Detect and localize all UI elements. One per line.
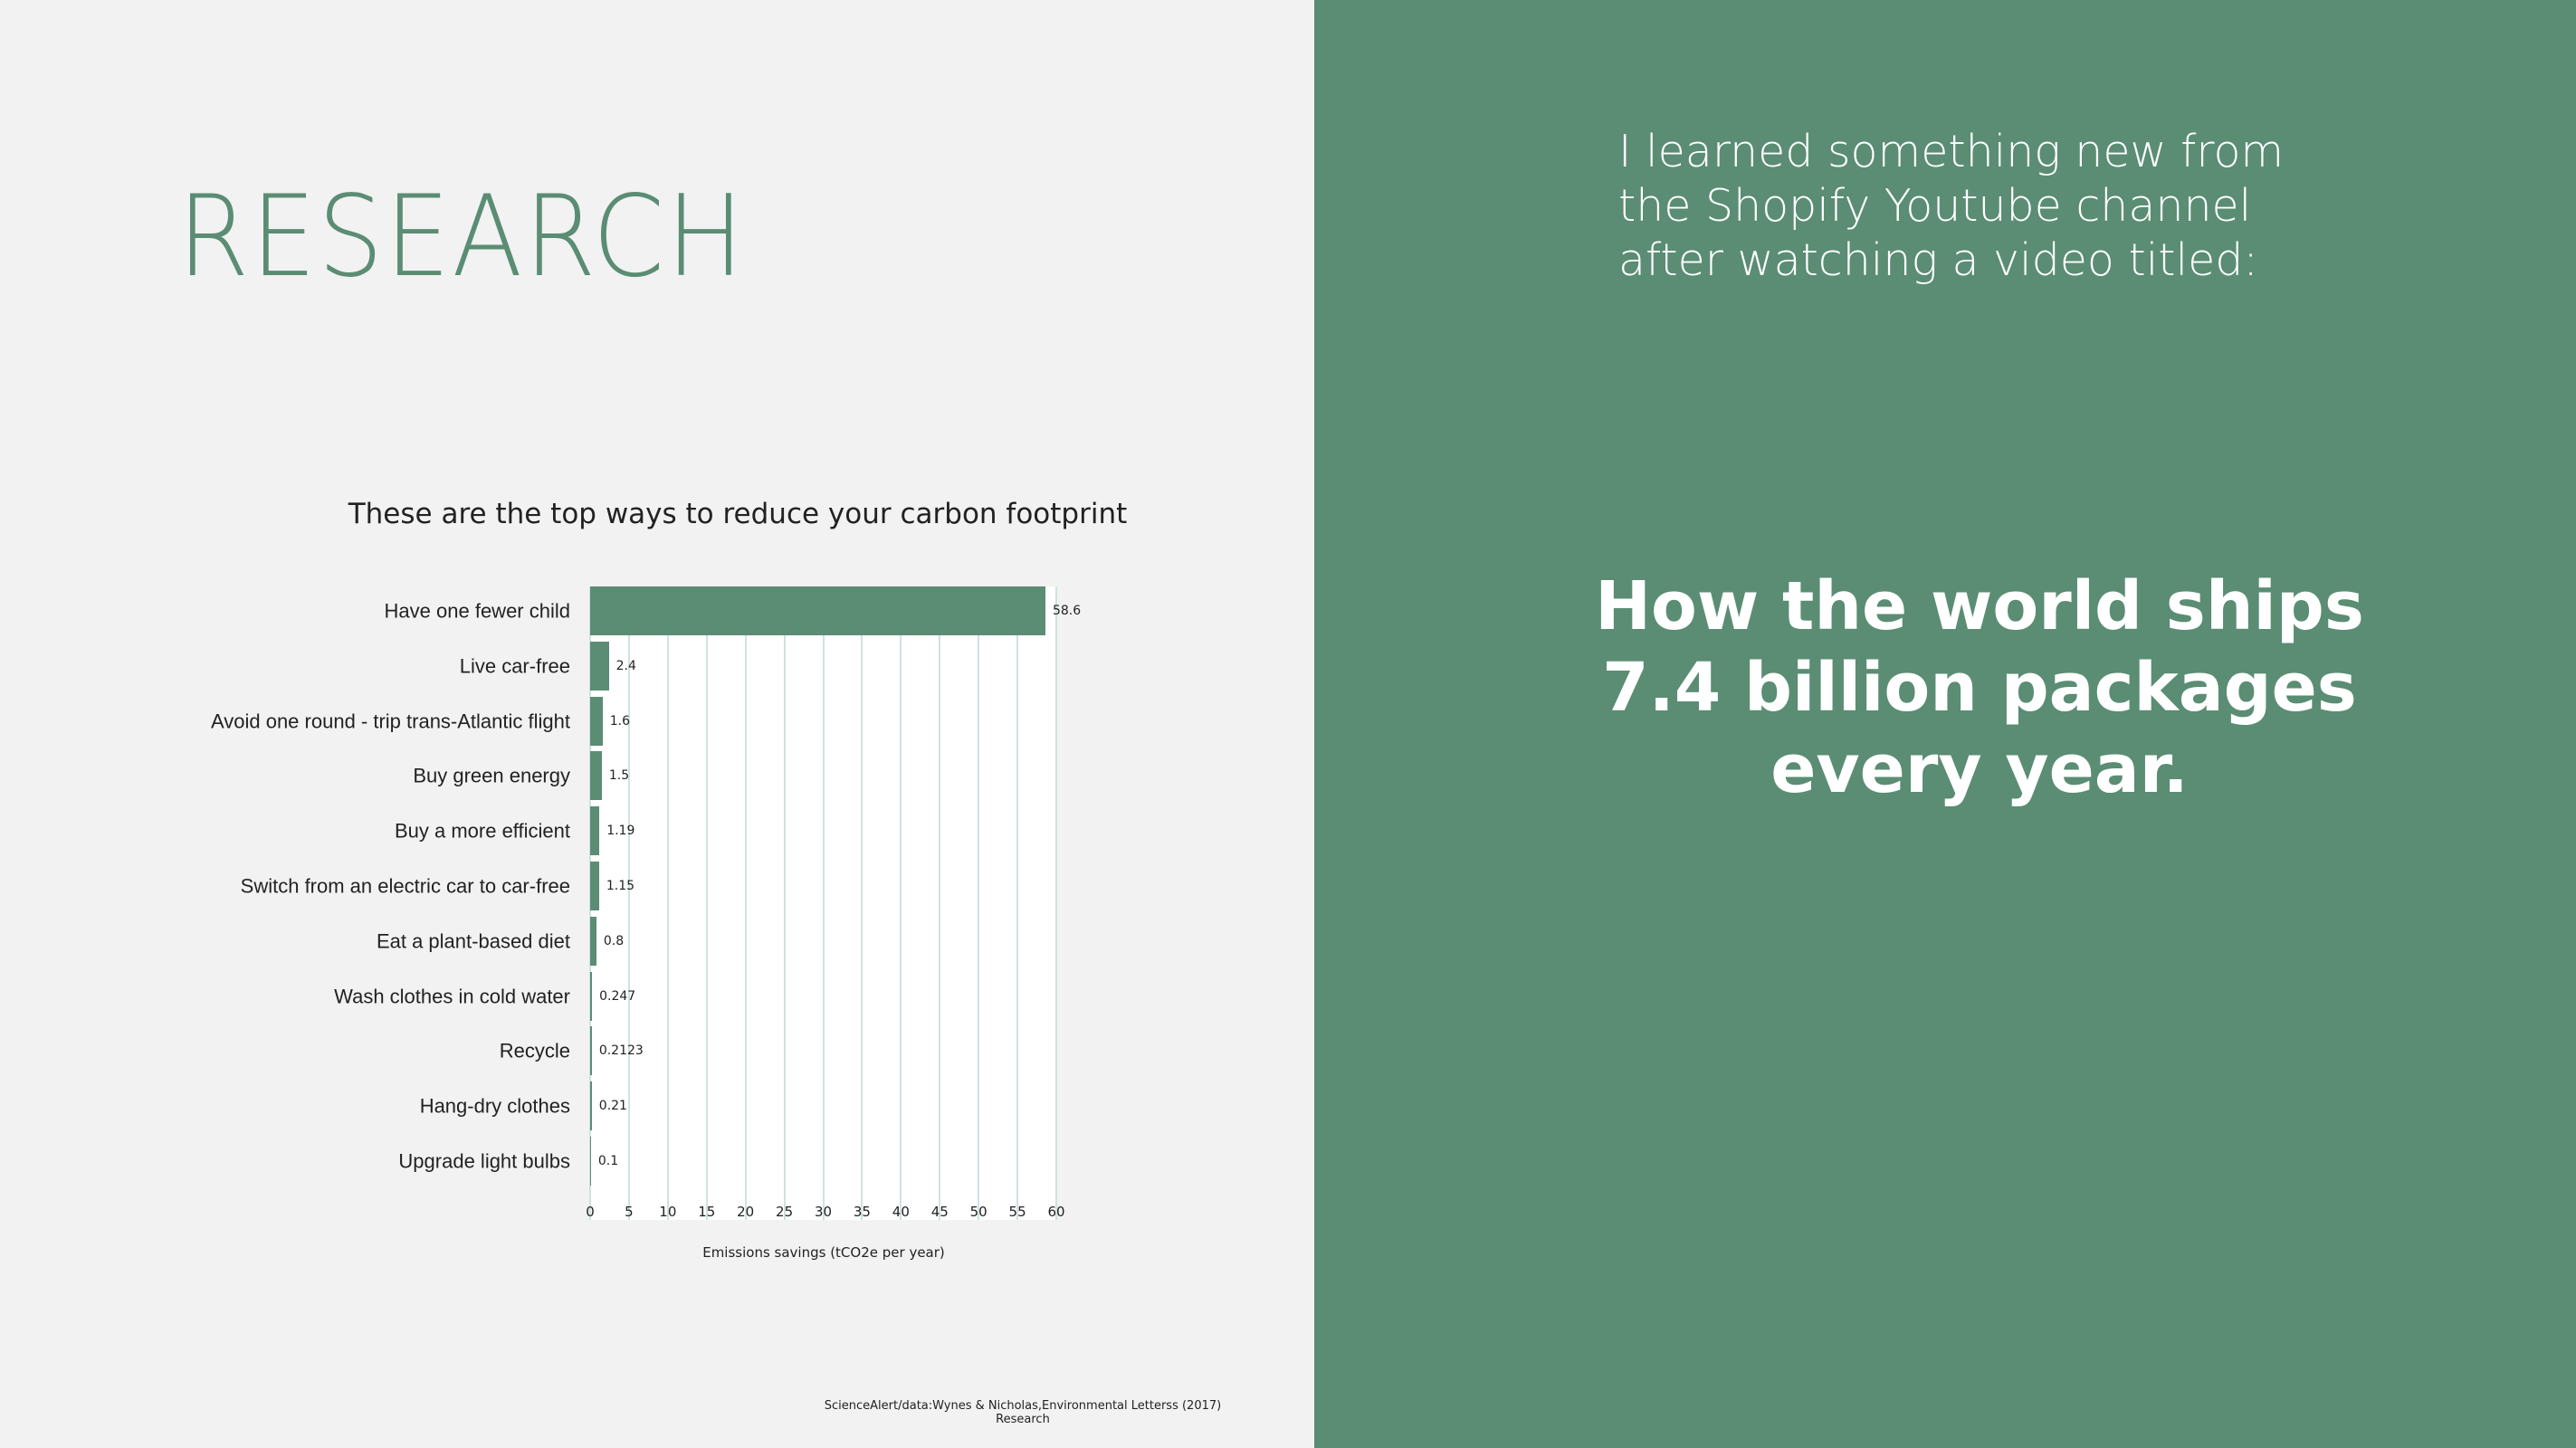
x-tick-label: 10 bbox=[659, 1204, 677, 1220]
value-label: 58.6 bbox=[1052, 604, 1082, 618]
grid-line bbox=[627, 586, 630, 1220]
bar bbox=[590, 586, 1045, 635]
value-label: 0.2123 bbox=[598, 1043, 644, 1059]
grid-line bbox=[744, 586, 747, 1220]
side-panel: I learned something new from the Shopify… bbox=[1314, 0, 2576, 1448]
bar bbox=[590, 862, 599, 910]
value-label: 0.1 bbox=[597, 1154, 619, 1168]
bar bbox=[590, 1081, 592, 1131]
x-tick-label: 60 bbox=[1047, 1204, 1065, 1220]
grid-line bbox=[861, 586, 863, 1220]
x-tick-label: 20 bbox=[737, 1204, 755, 1220]
value-label: 2.4 bbox=[615, 658, 636, 673]
bar bbox=[590, 916, 596, 966]
grid-line bbox=[900, 586, 902, 1220]
bar bbox=[590, 1137, 591, 1186]
category-label: Buy a more efficient bbox=[394, 819, 570, 843]
intro-text: I learned something new from the Shopify… bbox=[1618, 126, 2285, 286]
x-tick-label: 45 bbox=[930, 1204, 949, 1220]
x-tick-label: 30 bbox=[814, 1204, 833, 1220]
bar bbox=[590, 971, 593, 1021]
bar bbox=[590, 1026, 592, 1076]
category-label: Live car-free bbox=[459, 654, 570, 678]
chart-title: These are the top ways to reduce your ca… bbox=[348, 498, 1128, 530]
x-axis-label: Emissions savings (tCO2e per year) bbox=[702, 1244, 945, 1261]
grid-line bbox=[783, 586, 786, 1220]
x-tick-label: 40 bbox=[892, 1204, 910, 1220]
value-label: 0.8 bbox=[603, 933, 625, 948]
value-label: 0.247 bbox=[599, 988, 636, 1004]
x-tick-label: 0 bbox=[586, 1204, 595, 1220]
value-label: 0.21 bbox=[598, 1099, 627, 1114]
x-tick-label: 50 bbox=[969, 1204, 987, 1220]
category-label: Have one fewer child bbox=[384, 599, 570, 623]
grid-line bbox=[1016, 586, 1019, 1220]
video-title: How the world ships 7.4 billion packages… bbox=[1595, 567, 2364, 808]
bar bbox=[590, 806, 600, 856]
heading: RESEARCH bbox=[177, 172, 746, 302]
x-tick-label: 55 bbox=[1008, 1204, 1026, 1220]
grid-line bbox=[1055, 586, 1057, 1220]
grid-line bbox=[666, 586, 669, 1220]
bar bbox=[590, 751, 602, 801]
grid-line bbox=[939, 586, 941, 1220]
category-label: Hang-dry clothes bbox=[419, 1094, 570, 1118]
x-tick-label: 5 bbox=[625, 1204, 634, 1220]
category-label: Buy green energy bbox=[413, 764, 570, 787]
grid-line bbox=[822, 586, 825, 1220]
category-label: Eat a plant-based diet bbox=[376, 929, 570, 953]
value-label: 1.15 bbox=[606, 879, 635, 893]
source: ScienceAlert/data:Wynes & Nicholas,Envir… bbox=[824, 1399, 1222, 1426]
x-tick-label: 15 bbox=[698, 1204, 716, 1220]
bar bbox=[590, 641, 609, 691]
value-label: 1.6 bbox=[609, 713, 630, 729]
grid-line bbox=[978, 586, 980, 1220]
category-label: Wash clothes in cold water bbox=[334, 985, 570, 1008]
x-tick-label: 25 bbox=[776, 1204, 794, 1220]
category-label: Avoid one round - trip trans-Atlantic fl… bbox=[210, 710, 570, 733]
bar bbox=[590, 696, 603, 746]
value-label: 1.19 bbox=[606, 824, 635, 839]
grid-line bbox=[705, 586, 708, 1220]
category-label: Recycle bbox=[499, 1039, 570, 1062]
category-label: Switch from an electric car to car-free bbox=[240, 874, 570, 898]
x-tick-label: 35 bbox=[853, 1204, 871, 1220]
category-label: Upgrade light bulbs bbox=[398, 1149, 570, 1173]
value-label: 1.5 bbox=[608, 768, 630, 784]
